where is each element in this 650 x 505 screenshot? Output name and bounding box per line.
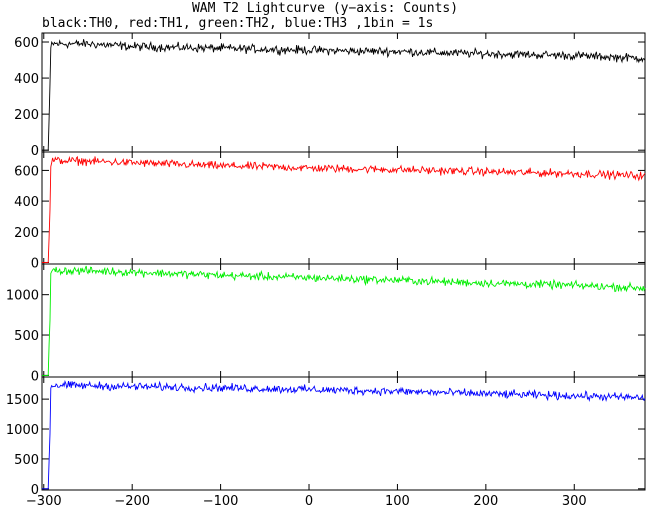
chart-title: WAM T2 Lightcurve (y−axis: Counts) [191,1,459,16]
y-tick-label-TH0: 200 [14,108,39,123]
y-tick-label-TH3: 500 [14,453,39,468]
x-tick-label: 200 [473,494,498,505]
x-tick-label: −200 [114,494,150,505]
series-line-TH2 [42,265,646,376]
panel-frame-TH1 [41,151,646,265]
y-tick-label-TH1: 0 [31,256,39,271]
x-tick-label: 0 [305,494,313,505]
y-tick-label-TH2: 0 [31,369,39,384]
y-tick-label-TH0: 0 [31,144,39,159]
y-tick-label-TH2: 1000 [6,289,39,304]
y-tick-label-TH1: 400 [14,195,39,210]
x-tick-label: −300 [26,494,62,505]
x-tick-label: 300 [562,494,587,505]
series-line-TH0 [42,39,646,151]
series-line-TH3 [42,379,646,490]
y-tick-label-TH3: 1500 [6,393,39,408]
y-tick-label-TH0: 400 [14,72,39,87]
panel-frame-TH3 [41,376,646,491]
y-tick-label-TH0: 600 [14,36,39,51]
series-line-TH1 [42,155,646,263]
y-tick-label-TH1: 200 [14,226,39,241]
y-tick-label-TH2: 500 [14,329,39,344]
y-tick-label-TH3: 1000 [6,423,39,438]
chart-subtitle: black:TH0, red:TH1, green:TH2, blue:TH3 … [42,16,434,31]
y-tick-label-TH3: 0 [31,483,39,498]
x-tick-label: 100 [385,494,410,505]
y-tick-label-TH1: 600 [14,164,39,179]
x-tick-label: −100 [203,494,239,505]
